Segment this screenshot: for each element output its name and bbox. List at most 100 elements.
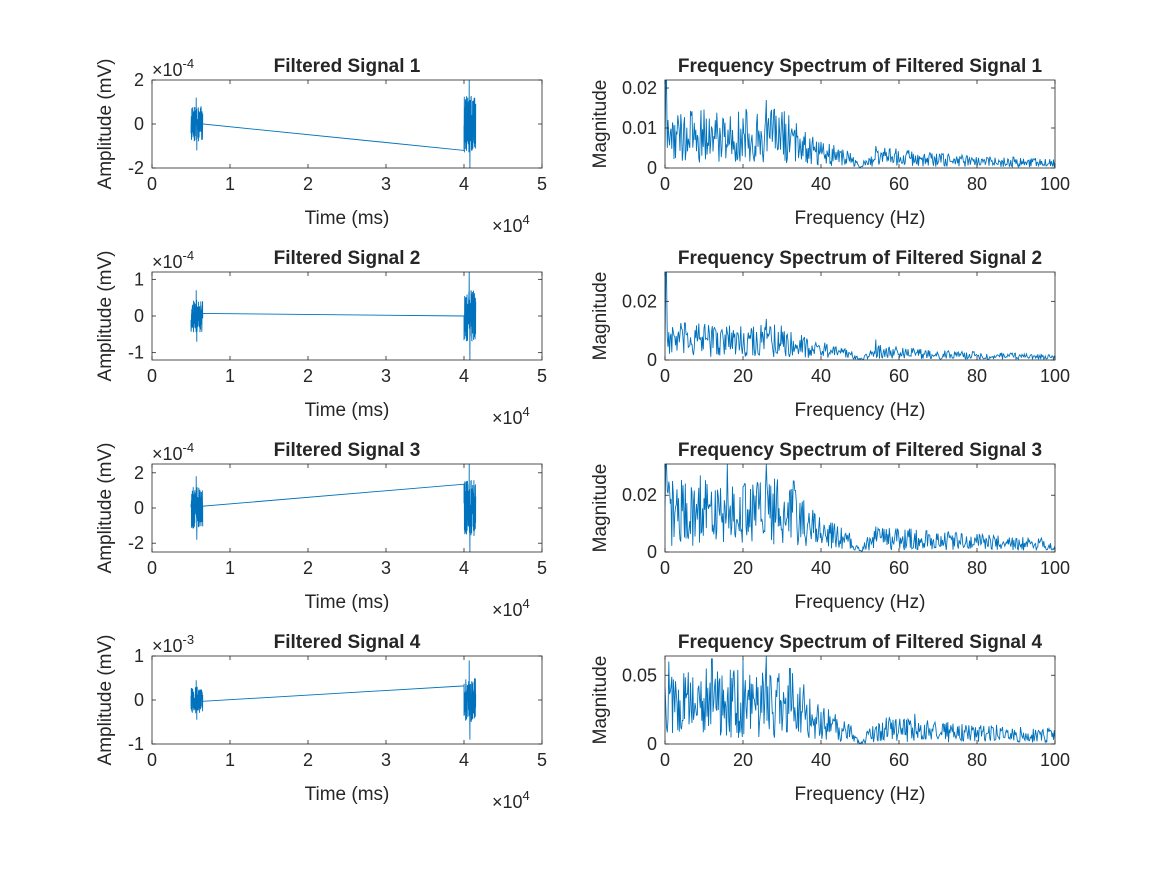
x-axis-label: Time (ms) xyxy=(305,592,390,613)
y-tick-label: 0.02 xyxy=(622,485,657,505)
x-tick-label: 20 xyxy=(733,558,753,578)
x-exponent-base: 10 xyxy=(503,600,523,620)
axes-box xyxy=(664,655,1056,745)
x-tick-label: 80 xyxy=(967,750,987,770)
panel-spectrum-3: Frequency Spectrum of Filtered Signal 3 … xyxy=(590,440,1070,613)
panel-filtered-signal-3: Filtered Signal 3 Time (ms) Amplitude (m… xyxy=(95,440,547,620)
x-tick-label: 0 xyxy=(660,750,670,770)
axes-box xyxy=(664,463,1056,553)
x-tick-label: 80 xyxy=(967,558,987,578)
y-tick-label: -2 xyxy=(128,533,144,553)
x-tick-label: 40 xyxy=(811,174,831,194)
x-axis-label: Frequency (Hz) xyxy=(795,400,926,421)
y-tick-label: 0 xyxy=(134,306,144,326)
y-exponent-power: -3 xyxy=(183,632,195,647)
x-tick-label: 1 xyxy=(225,558,235,578)
series-line xyxy=(190,660,477,740)
panel-filtered-signal-1: Filtered Signal 1 Time (ms) Amplitude (m… xyxy=(95,56,547,236)
y-tick-label: -1 xyxy=(128,343,144,363)
x-axis-label: Frequency (Hz) xyxy=(795,592,926,613)
axes-box xyxy=(664,271,1056,361)
y-axis-label: Amplitude (mV) xyxy=(95,635,116,766)
x-tick-label: 0 xyxy=(147,750,157,770)
chart-title: Filtered Signal 2 xyxy=(274,248,421,269)
x-tick-label: 4 xyxy=(459,750,469,770)
y-tick-label: 0.02 xyxy=(622,291,657,311)
chart-title: Frequency Spectrum of Filtered Signal 3 xyxy=(678,440,1042,461)
x-tick-label: 4 xyxy=(459,174,469,194)
x-tick-label: 0 xyxy=(147,174,157,194)
x-tick-label: 60 xyxy=(889,750,909,770)
y-axis-label: Amplitude (mV) xyxy=(95,251,116,382)
x-tick-label: 100 xyxy=(1040,366,1070,386)
x-axis-label: Time (ms) xyxy=(305,784,390,805)
y-exponent-base: 10 xyxy=(163,444,183,464)
panel-spectrum-4: Frequency Spectrum of Filtered Signal 4 … xyxy=(590,632,1070,805)
x-exponent-power: 4 xyxy=(523,788,530,803)
x-tick-label: 20 xyxy=(733,750,753,770)
x-tick-label: 80 xyxy=(967,174,987,194)
x-exponent-power: 4 xyxy=(523,212,530,227)
x-tick-label: 40 xyxy=(811,558,831,578)
x-tick-label: 60 xyxy=(889,366,909,386)
x-tick-label: 5 xyxy=(537,750,547,770)
chart-title: Frequency Spectrum of Filtered Signal 1 xyxy=(678,56,1043,77)
x-tick-label: 4 xyxy=(459,366,469,386)
x-tick-label: 1 xyxy=(225,174,235,194)
y-tick-label: 0 xyxy=(647,350,657,370)
y-axis-label: Magnitude xyxy=(590,272,611,361)
y-tick-label: 0.05 xyxy=(622,665,657,685)
chart-title: Frequency Spectrum of Filtered Signal 2 xyxy=(678,248,1042,269)
x-axis-label: Frequency (Hz) xyxy=(795,784,926,805)
panel-filtered-signal-4: Filtered Signal 4 Time (ms) Amplitude (m… xyxy=(95,632,547,812)
series-line xyxy=(190,272,477,360)
x-tick-label: 5 xyxy=(537,558,547,578)
x-tick-label: 5 xyxy=(537,174,547,194)
x-tick-label: 2 xyxy=(303,558,313,578)
x-tick-label: 60 xyxy=(889,558,909,578)
x-tick-label: 2 xyxy=(303,174,313,194)
axes-box xyxy=(664,79,1056,169)
x-tick-label: 5 xyxy=(537,366,547,386)
y-tick-label: 0 xyxy=(134,690,144,710)
y-exponent-base: 10 xyxy=(163,636,183,656)
x-tick-label: 0 xyxy=(147,558,157,578)
x-tick-label: 3 xyxy=(381,174,391,194)
x-tick-label: 100 xyxy=(1040,558,1070,578)
chart-title: Frequency Spectrum of Filtered Signal 4 xyxy=(678,632,1043,653)
x-exponent-label: ×104 xyxy=(492,212,530,236)
y-exponent-power: -4 xyxy=(183,248,195,263)
y-axis-label: Amplitude (mV) xyxy=(95,443,116,574)
x-tick-label: 2 xyxy=(303,366,313,386)
y-exponent-power: -4 xyxy=(183,56,195,71)
x-tick-label: 20 xyxy=(733,366,753,386)
x-tick-label: 80 xyxy=(967,366,987,386)
panel-spectrum-1: Frequency Spectrum of Filtered Signal 1 … xyxy=(590,56,1070,229)
x-tick-label: 100 xyxy=(1040,750,1070,770)
y-tick-label: 0 xyxy=(134,498,144,518)
y-tick-label: 1 xyxy=(134,269,144,289)
x-tick-label: 60 xyxy=(889,174,909,194)
y-tick-label: 0.01 xyxy=(622,118,657,138)
y-tick-label: 2 xyxy=(134,463,144,483)
x-exponent-power: 4 xyxy=(523,404,530,419)
y-exponent-base: 10 xyxy=(163,252,183,272)
x-tick-label: 1 xyxy=(225,750,235,770)
x-tick-label: 1 xyxy=(225,366,235,386)
chart-title: Filtered Signal 3 xyxy=(274,440,421,461)
x-tick-label: 2 xyxy=(303,750,313,770)
x-tick-label: 3 xyxy=(381,558,391,578)
x-exponent-label: ×104 xyxy=(492,404,530,428)
y-tick-label: 0.02 xyxy=(622,78,657,98)
y-tick-label: -1 xyxy=(128,734,144,754)
x-tick-label: 4 xyxy=(459,558,469,578)
chart-title: Filtered Signal 1 xyxy=(274,56,421,77)
series-line xyxy=(190,464,477,552)
x-exponent-base: 10 xyxy=(503,792,523,812)
y-tick-label: 0 xyxy=(134,114,144,134)
x-axis-label: Time (ms) xyxy=(305,400,390,421)
x-tick-label: 20 xyxy=(733,174,753,194)
x-axis-label: Time (ms) xyxy=(305,208,390,229)
y-tick-label: 2 xyxy=(134,70,144,90)
